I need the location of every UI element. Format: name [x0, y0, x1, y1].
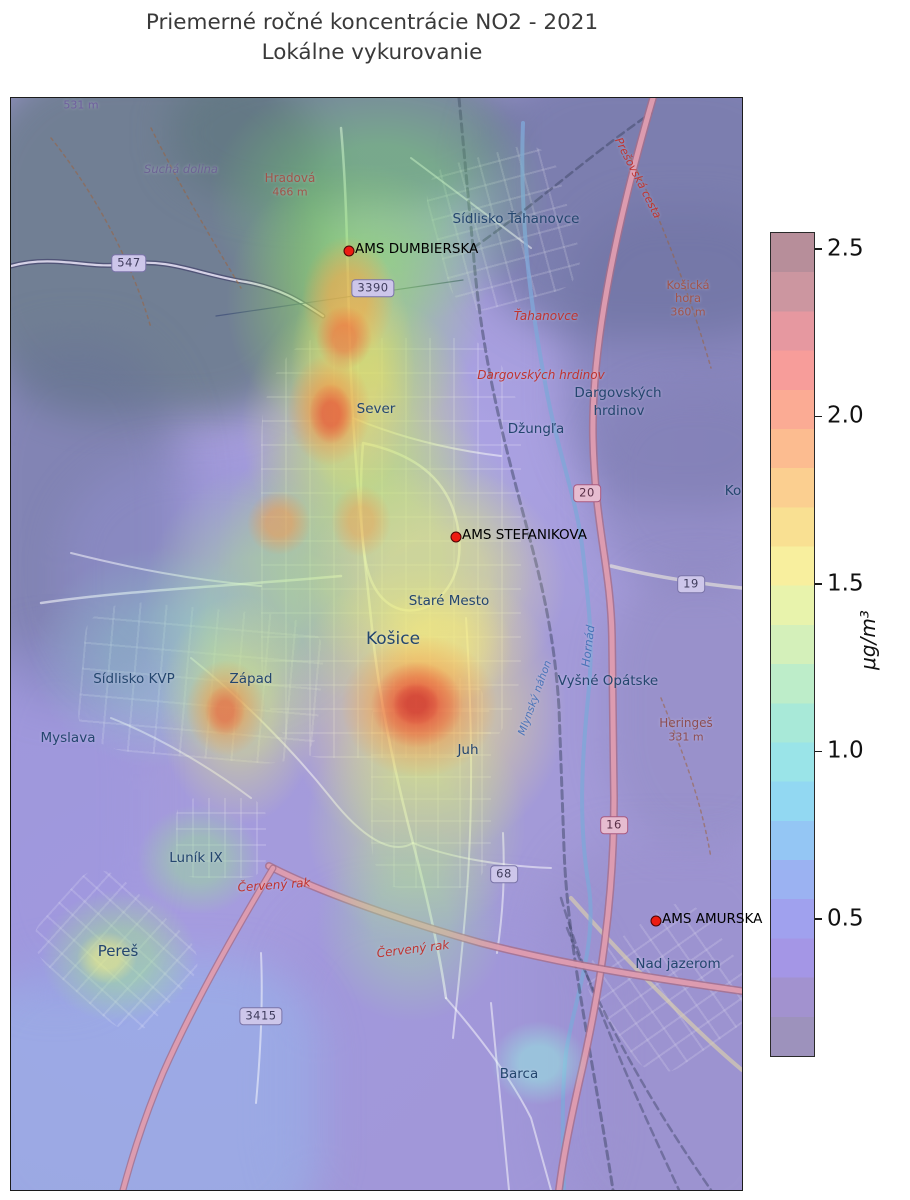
colorbar-tick — [815, 750, 822, 753]
station-label: AMS AMURSKA — [662, 911, 763, 928]
colorbar-tick — [815, 918, 822, 920]
station-marker-dot — [450, 531, 462, 543]
road-badge: 16 — [600, 816, 628, 834]
road-tan — [569, 896, 742, 1072]
forest-trail — [660, 697, 712, 859]
title-line-1: Priemerné ročné koncentrácie NO2 - 2021 — [145, 10, 599, 35]
station-marker-dot — [343, 245, 355, 257]
station-label: AMS DUMBIERSKA — [355, 241, 479, 258]
colorbar: 2.5 2.0 1.5 1.0 0.5 — [770, 232, 864, 1057]
station-label: AMS STEFANIKOVA — [462, 527, 588, 544]
figure-title: Priemerné ročné koncentrácie NO2 - 2021 … — [0, 8, 744, 68]
road-badge: 68 — [490, 865, 518, 883]
colorbar-tick — [815, 415, 822, 418]
colorbar-tick-label: 1.5 — [827, 570, 864, 597]
colorbar-tick-label: 2.5 — [827, 235, 864, 262]
station-marker-dot — [650, 915, 662, 927]
colorbar-tick-label: 0.5 — [827, 905, 864, 932]
colorbar-tick — [815, 248, 822, 250]
title-line-2: Lokálne vykurovanie — [261, 40, 483, 65]
street — [110, 717, 252, 799]
road-cerveny-rak — [266, 863, 742, 994]
colorbar-tick-label: 2.0 — [827, 402, 864, 429]
colorbar-tick — [815, 583, 822, 585]
colorbar-tick-label: 1.0 — [827, 737, 864, 764]
road-badge: 19 — [677, 575, 705, 593]
railway-yard — [559, 896, 681, 1190]
road-19 — [609, 564, 742, 590]
